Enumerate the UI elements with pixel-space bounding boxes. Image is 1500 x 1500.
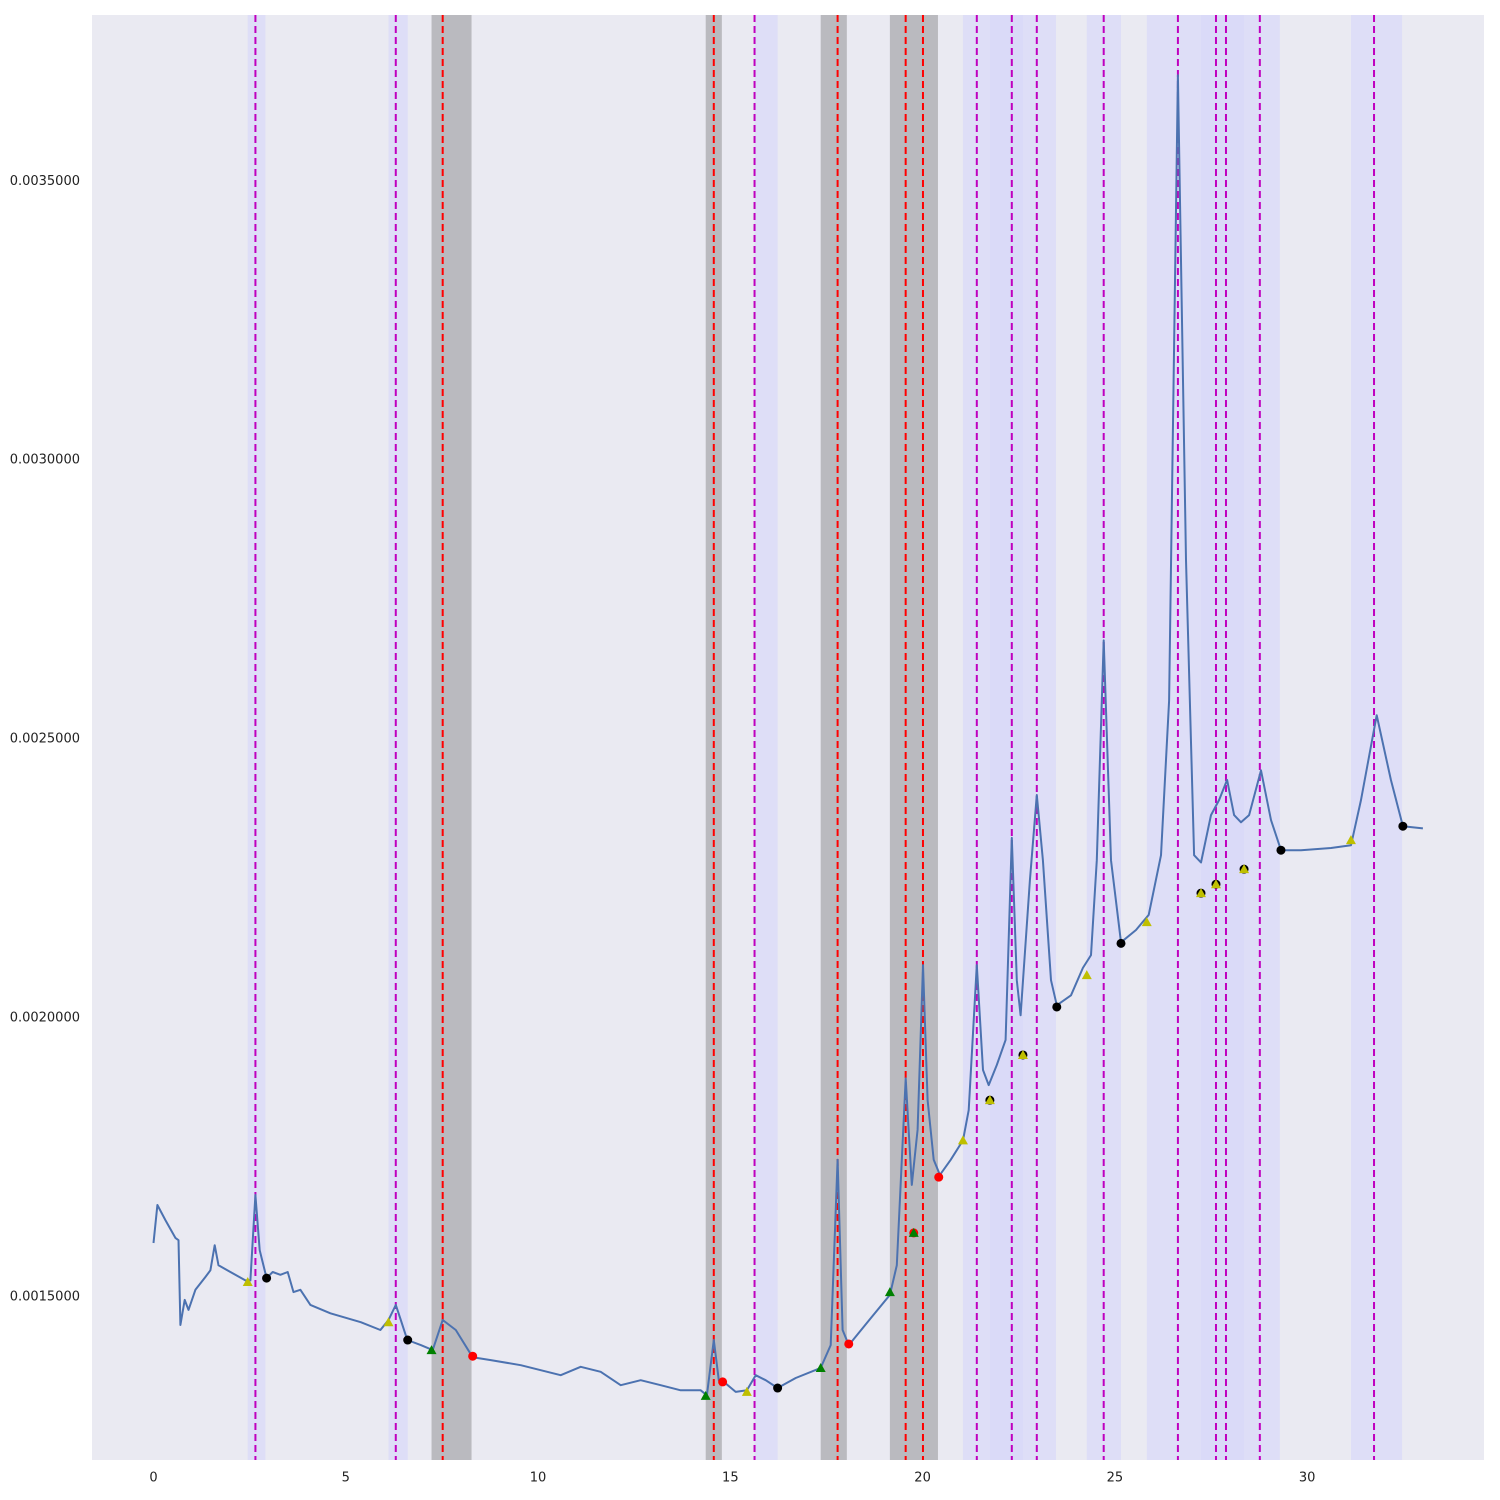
x-tick-label: 10	[530, 1471, 547, 1486]
x-tick-label: 25	[1107, 1471, 1124, 1486]
circle-marker	[468, 1351, 478, 1361]
span	[962, 15, 1057, 1460]
circle-marker	[403, 1335, 413, 1345]
x-tick-label: 15	[722, 1471, 739, 1486]
circle-marker	[1276, 845, 1286, 855]
triangle-marker	[984, 1095, 995, 1105]
triangle-marker	[908, 1227, 919, 1237]
circle-marker	[718, 1377, 728, 1387]
y-tick-label: 0.0030000	[10, 453, 80, 468]
triangle-marker	[700, 1390, 711, 1400]
circle-marker	[773, 1383, 783, 1393]
span	[705, 15, 722, 1460]
circle-marker	[1116, 938, 1126, 948]
triangle-marker	[383, 1317, 394, 1327]
span	[1146, 15, 1280, 1460]
circle-marker	[262, 1273, 272, 1283]
triangle-marker	[1239, 864, 1250, 874]
y-tick-label: 0.0020000	[10, 1011, 80, 1026]
span	[989, 15, 1023, 1460]
triangle-marker	[1081, 970, 1092, 980]
triangle-marker	[242, 1277, 253, 1287]
span	[431, 15, 472, 1460]
span	[1350, 15, 1403, 1460]
triangle-marker	[1017, 1049, 1028, 1059]
triangle-marker	[741, 1386, 752, 1396]
triangle-marker	[1195, 888, 1206, 898]
y-tick-label: 0.0025000	[10, 732, 80, 747]
y-tick-label: 0.0035000	[10, 174, 80, 189]
span	[1086, 15, 1122, 1460]
triangle-marker	[1141, 917, 1152, 927]
plot-area	[152, 15, 1424, 1460]
circle-marker	[844, 1339, 854, 1349]
span	[1200, 15, 1245, 1460]
triangle-marker	[426, 1345, 437, 1355]
span	[754, 15, 778, 1460]
triangle-marker	[1210, 879, 1221, 889]
span	[388, 15, 408, 1460]
circle-marker	[934, 1172, 944, 1182]
plot-background	[92, 15, 1484, 1460]
span	[889, 15, 938, 1460]
triangle-marker	[884, 1287, 895, 1297]
triangle-marker	[957, 1135, 968, 1145]
triangle-marker	[815, 1362, 826, 1372]
x-tick-label: 20	[914, 1471, 931, 1486]
x-tick-label: 5	[342, 1471, 350, 1486]
x-tick-label: 0	[149, 1471, 157, 1486]
span	[820, 15, 847, 1460]
x-tick-label: 30	[1299, 1471, 1316, 1486]
circle-marker	[1052, 1002, 1062, 1012]
circle-marker	[1398, 821, 1408, 831]
line	[152, 74, 1424, 1397]
y-tick-label: 0.0015000	[10, 1290, 80, 1305]
triangle-marker	[1345, 835, 1356, 845]
span	[247, 15, 266, 1460]
